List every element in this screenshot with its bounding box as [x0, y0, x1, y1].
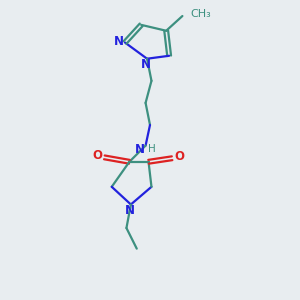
- Text: N: N: [124, 204, 134, 217]
- Text: CH₃: CH₃: [190, 9, 212, 19]
- Text: N: N: [141, 58, 151, 70]
- Text: H: H: [148, 144, 156, 154]
- Text: O: O: [92, 149, 102, 162]
- Text: N: N: [135, 142, 145, 156]
- Text: O: O: [174, 150, 184, 163]
- Text: N: N: [113, 34, 124, 48]
